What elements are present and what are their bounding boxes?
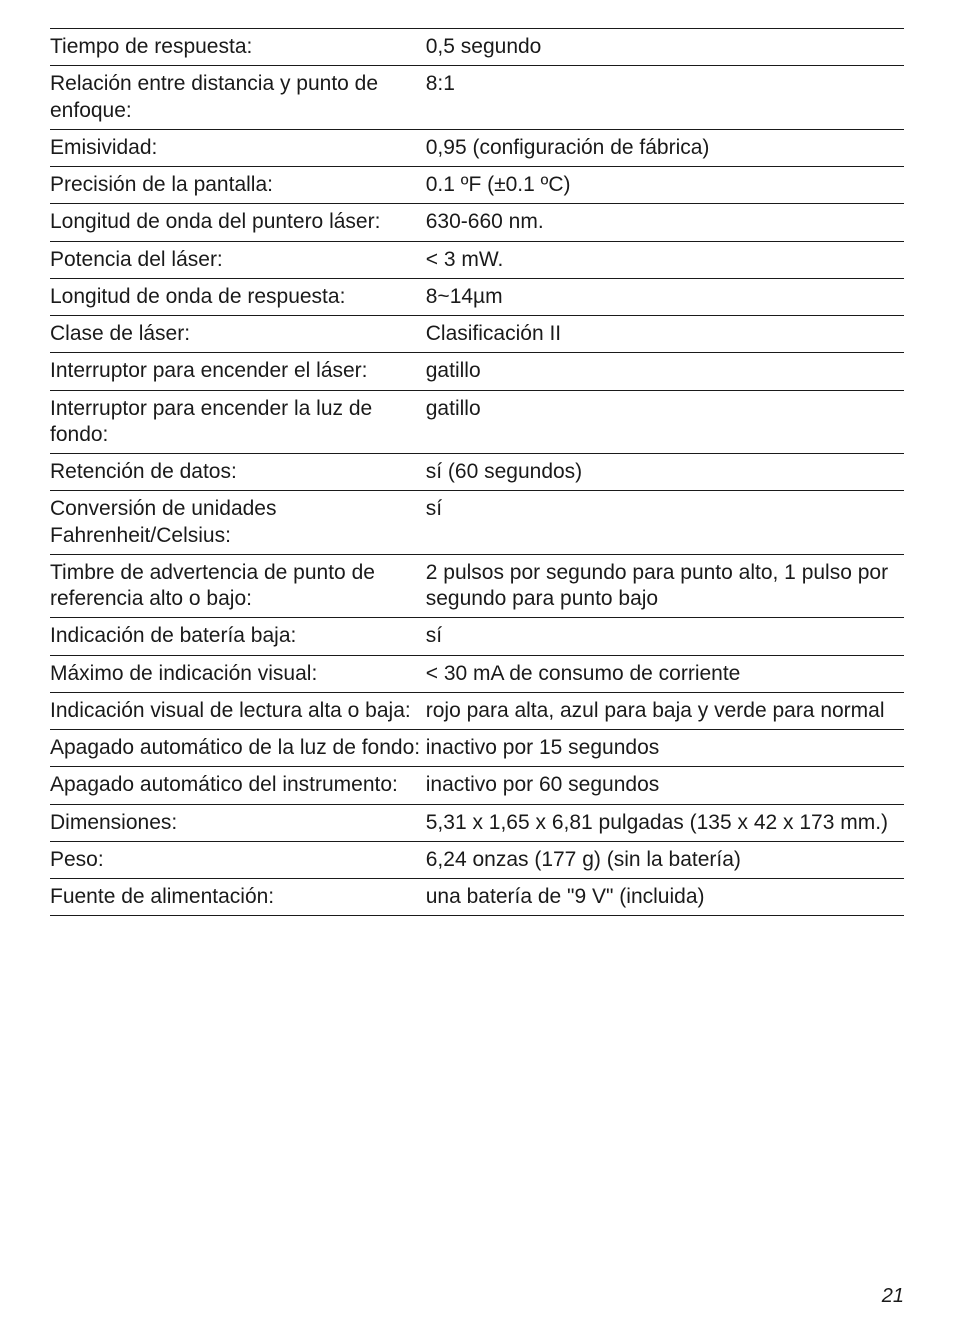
table-row: Indicación de batería baja:sí (50, 618, 904, 655)
spec-label: Emisividad: (50, 129, 426, 166)
spec-value: rojo para alta, azul para baja y verde p… (426, 692, 904, 729)
spec-value: 0,5 segundo (426, 29, 904, 66)
table-row: Indicación visual de lectura alta o baja… (50, 692, 904, 729)
spec-label: Apagado automático de la luz de fondo: (50, 730, 426, 767)
spec-value: 0.1 ºF (±0.1 ºC) (426, 167, 904, 204)
table-row: Fuente de alimentación:una batería de "9… (50, 879, 904, 916)
spec-label: Indicación visual de lectura alta o baja… (50, 692, 426, 729)
table-row: Interruptor para encender la luz de fond… (50, 390, 904, 454)
table-row: Longitud de onda del puntero láser:630-6… (50, 204, 904, 241)
spec-label: Conversión de unidades Fahrenheit/Celsiu… (50, 491, 426, 555)
spec-value: sí (60 segundos) (426, 454, 904, 491)
table-row: Dimensiones:5,31 x 1,65 x 6,81 pulgadas … (50, 804, 904, 841)
table-row: Tiempo de respuesta:0,5 segundo (50, 29, 904, 66)
table-row: Potencia del láser:< 3 mW. (50, 241, 904, 278)
spec-label: Relación entre distancia y punto de enfo… (50, 66, 426, 130)
spec-value: 630-660 nm. (426, 204, 904, 241)
spec-label: Dimensiones: (50, 804, 426, 841)
spec-table: Tiempo de respuesta:0,5 segundo Relación… (50, 28, 904, 916)
spec-label: Retención de datos: (50, 454, 426, 491)
spec-label: Longitud de onda de respuesta: (50, 278, 426, 315)
spec-label: Interruptor para encender el láser: (50, 353, 426, 390)
spec-value: 8~14µm (426, 278, 904, 315)
spec-label: Peso: (50, 841, 426, 878)
spec-table-body: Tiempo de respuesta:0,5 segundo Relación… (50, 29, 904, 916)
spec-label: Interruptor para encender la luz de fond… (50, 390, 426, 454)
page-number: 21 (882, 1285, 904, 1308)
spec-label: Máximo de indicación visual: (50, 655, 426, 692)
spec-value: 6,24 onzas (177 g) (sin la batería) (426, 841, 904, 878)
spec-value: una batería de "9 V" (incluida) (426, 879, 904, 916)
table-row: Apagado automático de la luz de fondo:in… (50, 730, 904, 767)
spec-value: gatillo (426, 390, 904, 454)
table-row: Apagado automático del instrumento:inact… (50, 767, 904, 804)
spec-value: inactivo por 15 segundos (426, 730, 904, 767)
table-row: Precisión de la pantalla:0.1 ºF (±0.1 ºC… (50, 167, 904, 204)
table-row: Clase de láser:Clasificación II (50, 316, 904, 353)
table-row: Máximo de indicación visual:< 30 mA de c… (50, 655, 904, 692)
table-row: Interruptor para encender el láser:gatil… (50, 353, 904, 390)
table-row: Conversión de unidades Fahrenheit/Celsiu… (50, 491, 904, 555)
spec-label: Fuente de alimentación: (50, 879, 426, 916)
spec-value: inactivo por 60 segundos (426, 767, 904, 804)
spec-value: sí (426, 618, 904, 655)
spec-value: 0,95 (configuración de fábrica) (426, 129, 904, 166)
spec-value: 2 pulsos por segundo para punto alto, 1 … (426, 554, 904, 618)
spec-label: Potencia del láser: (50, 241, 426, 278)
spec-label: Indicación de batería baja: (50, 618, 426, 655)
table-row: Relación entre distancia y punto de enfo… (50, 66, 904, 130)
spec-label: Longitud de onda del puntero láser: (50, 204, 426, 241)
spec-value: < 3 mW. (426, 241, 904, 278)
spec-label: Apagado automático del instrumento: (50, 767, 426, 804)
spec-value: 5,31 x 1,65 x 6,81 pulgadas (135 x 42 x … (426, 804, 904, 841)
table-row: Peso:6,24 onzas (177 g) (sin la batería) (50, 841, 904, 878)
spec-label: Precisión de la pantalla: (50, 167, 426, 204)
spec-label: Tiempo de respuesta: (50, 29, 426, 66)
spec-label: Clase de láser: (50, 316, 426, 353)
spec-value: Clasificación II (426, 316, 904, 353)
spec-label: Timbre de advertencia de punto de refere… (50, 554, 426, 618)
spec-value: sí (426, 491, 904, 555)
table-row: Retención de datos:sí (60 segundos) (50, 454, 904, 491)
table-row: Longitud de onda de respuesta:8~14µm (50, 278, 904, 315)
table-row: Emisividad:0,95 (configuración de fábric… (50, 129, 904, 166)
spec-value: 8:1 (426, 66, 904, 130)
spec-value: gatillo (426, 353, 904, 390)
spec-value: < 30 mA de consumo de corriente (426, 655, 904, 692)
table-row: Timbre de advertencia de punto de refere… (50, 554, 904, 618)
